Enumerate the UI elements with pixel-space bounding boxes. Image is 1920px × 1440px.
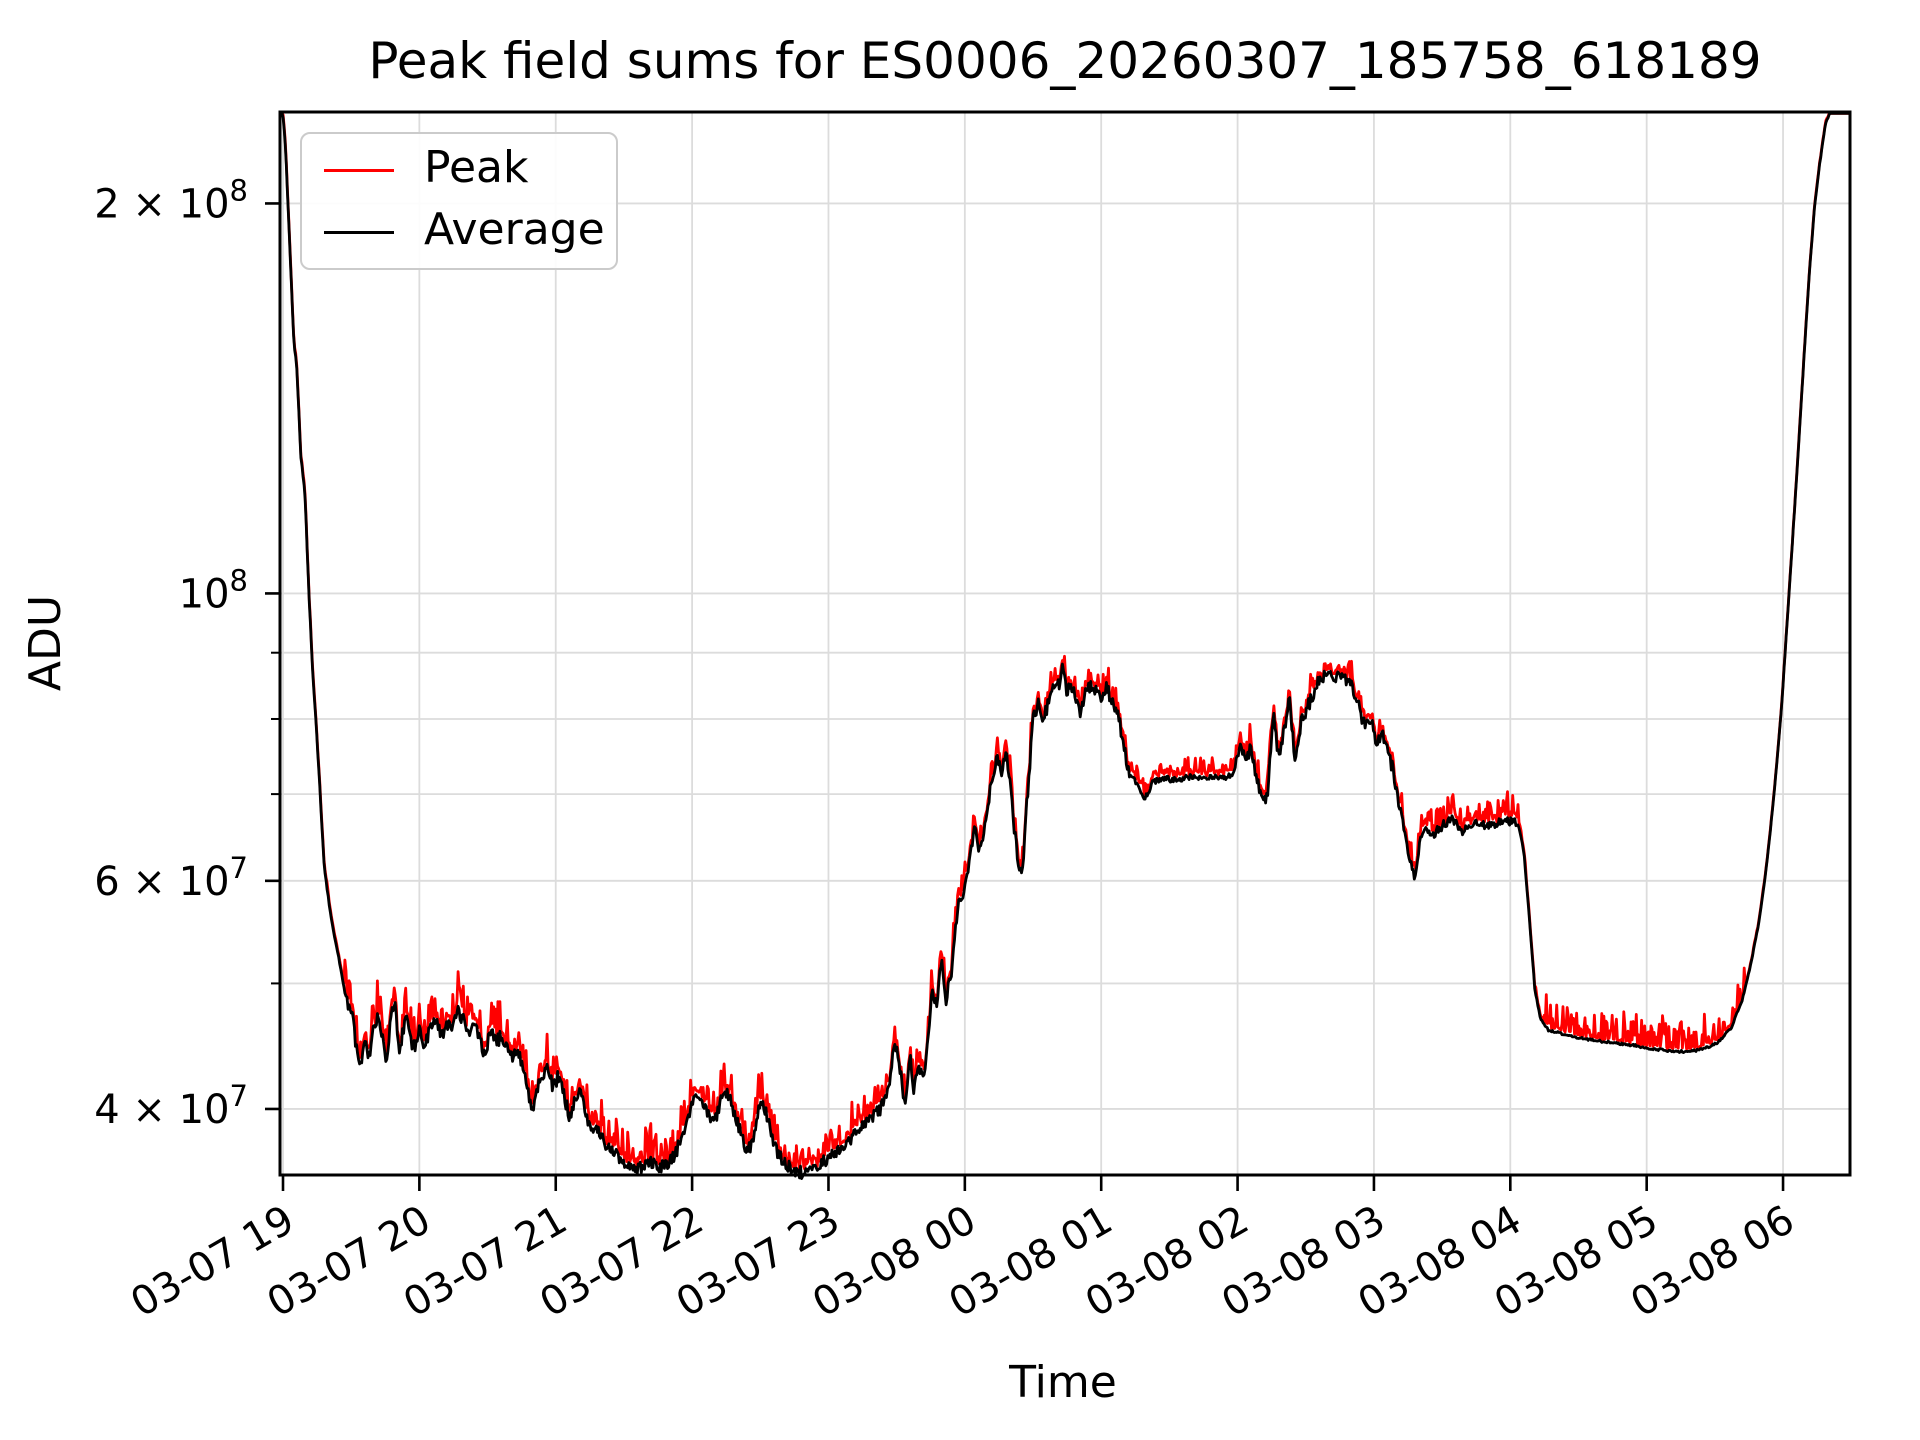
legend: Peak Average: [300, 132, 618, 270]
y-tick-label: 4 × 107: [94, 1079, 248, 1133]
grid-lines: [280, 112, 1850, 1175]
peak-line-swatch: [324, 168, 394, 172]
average-series-line: [279, 112, 1851, 1180]
peak-series-line: [279, 112, 1851, 1172]
average-line-swatch: [324, 230, 394, 234]
y-tick-label: 108: [179, 563, 248, 617]
chart-title: Peak field sums for ES0006_20260307_1857…: [368, 32, 1761, 90]
x-axis-label: Time: [1008, 1357, 1117, 1408]
axes: [265, 110, 1852, 1191]
y-axis-label: ADU: [20, 595, 71, 691]
y-tick-label: 2 × 108: [94, 173, 248, 227]
y-tick-label: 6 × 107: [94, 851, 248, 905]
legend-label-average: Average: [424, 204, 605, 255]
legend-item-peak: Peak: [302, 139, 616, 201]
legend-label-peak: Peak: [424, 142, 529, 193]
plot-border: [278, 110, 1852, 1177]
series-lines: [279, 112, 1851, 1180]
legend-item-average: Average: [302, 201, 616, 263]
